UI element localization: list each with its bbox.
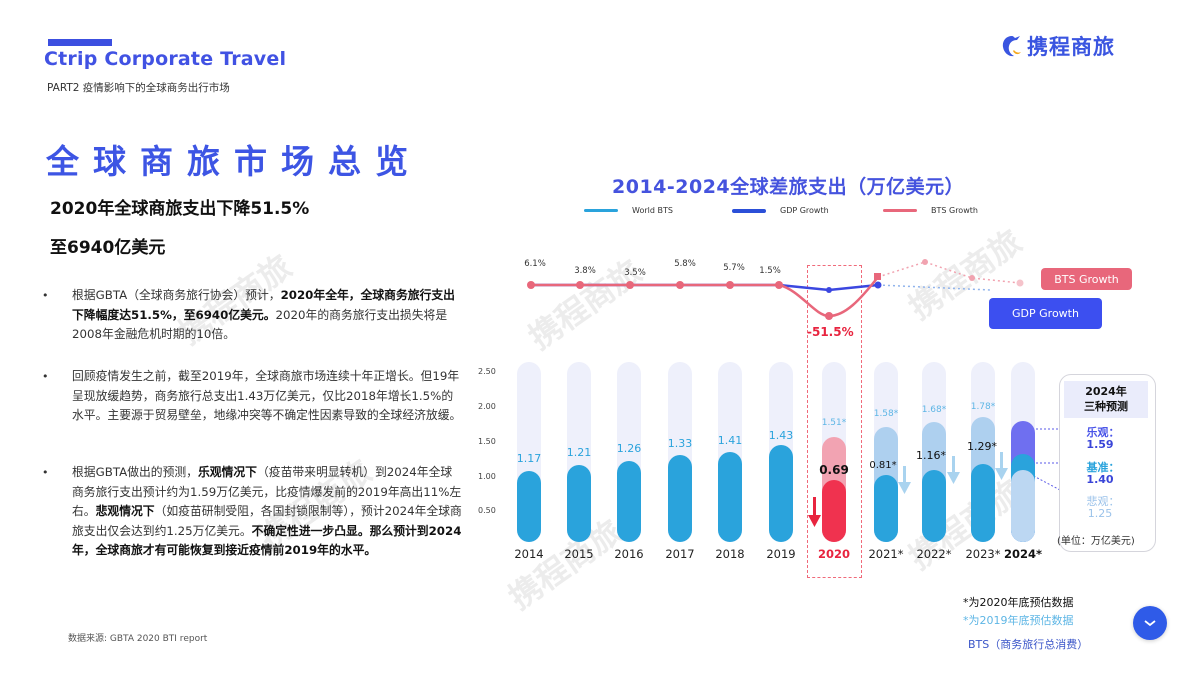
bar-value: 1.41 <box>717 434 743 447</box>
x-axis-label: 2018 <box>715 547 745 561</box>
dolphin-logo-icon <box>1000 33 1024 59</box>
page-title: 全球商旅市场总览 <box>46 142 422 181</box>
bts-growth-tag: BTS Growth <box>1041 268 1132 290</box>
legend-swatch-icon <box>883 209 917 212</box>
scenario-header-line2: 三种预测 <box>1084 400 1128 413</box>
bar-2018 <box>718 362 742 542</box>
bts-growth-label: 5.7% <box>723 263 745 273</box>
brand-title: Ctrip Corporate Travel <box>44 48 287 70</box>
bar-value-precovid: 1.78* <box>970 402 996 412</box>
bar-value: 1.16* <box>916 449 946 462</box>
x-axis-label: 2024* <box>1003 547 1043 561</box>
bts-growth-label: 1.5% <box>759 266 781 276</box>
bar-2024 <box>1011 362 1035 542</box>
bts-growth-label: 5.8% <box>674 259 696 269</box>
bar-value: 1.21 <box>566 446 592 459</box>
bar-2021 <box>874 362 898 542</box>
ctrip-logo: 携程商旅 <box>1000 31 1115 61</box>
bullet-item: • 根据GBTA做出的预测，乐观情况下（疫苗带来明显转机）到2024年全球商务旅… <box>42 463 462 561</box>
chart-title: 2014-2024全球差旅支出（万亿美元） <box>612 176 965 198</box>
x-axis-label: 2021* <box>868 547 904 561</box>
gdp-growth-tag: GDP Growth <box>989 298 1102 329</box>
y-axis-tick: 1.00 <box>478 472 496 481</box>
legend-label: GDP Growth <box>780 206 829 215</box>
bullet-dot: • <box>42 466 49 479</box>
bar-value: 0.81* <box>869 460 897 471</box>
unit-label: (单位：万亿美元) <box>1057 536 1135 547</box>
bullet-item: • 回顾疫情发生之前，截至2019年，全球商旅市场连续十年正增长。但19年呈现放… <box>42 367 462 426</box>
bar-2015 <box>567 362 591 542</box>
bts-growth-label: 6.1% <box>524 259 546 269</box>
bar-value: 1.17 <box>516 452 542 465</box>
pessimistic-value: 1.25 <box>1087 507 1113 520</box>
y-axis-tick: 2.50 <box>478 367 496 376</box>
y-axis-tick: 1.50 <box>478 437 496 446</box>
legend-label: BTS Growth <box>931 206 978 215</box>
bar-value: 1.33 <box>667 437 693 450</box>
bts-growth-2020-label: -51.5% <box>807 325 854 339</box>
y-axis-tick: 2.00 <box>478 402 496 411</box>
baseline-value: 1.40 <box>1086 473 1114 486</box>
bar-value-precovid: 1.51* <box>821 418 847 428</box>
optimistic-value: 1.59 <box>1086 438 1114 451</box>
bar-value: 1.26 <box>616 442 642 455</box>
x-axis-label: 2023* <box>965 547 1001 561</box>
bar-2020 <box>822 362 846 542</box>
bar-2014 <box>517 362 541 542</box>
x-axis-label: 2017 <box>665 547 695 561</box>
x-axis-label: 2019 <box>766 547 796 561</box>
note-2020-estimate: *为2020年底预估数据 <box>963 596 1074 609</box>
bar-2017 <box>668 362 692 542</box>
scroll-down-button[interactable] <box>1133 606 1167 640</box>
headline-line-2: 至6940亿美元 <box>50 238 166 258</box>
legend-bts-growth: BTS Growth <box>883 206 978 215</box>
brand-accent-bar <box>48 39 112 46</box>
legend-swatch-icon <box>584 209 618 212</box>
x-axis-label: 2014 <box>514 547 544 561</box>
x-axis-label: 2020 <box>817 547 850 561</box>
bullet-text: 根据GBTA（全球商务旅行协会）预计，2020年全年，全球商务旅行支出下降幅度达… <box>72 288 455 341</box>
bar-2019 <box>769 362 793 542</box>
optimistic-label: 乐观： <box>1086 426 1120 439</box>
bullet-dot: • <box>42 370 49 383</box>
bar-value: 1.29* <box>967 440 997 453</box>
logo-text: 携程商旅 <box>1027 35 1115 59</box>
bullet-dot: • <box>42 289 49 302</box>
bar-value: 1.43 <box>768 429 794 442</box>
bts-growth-label: 3.8% <box>574 266 596 276</box>
baseline-label: 基准： <box>1086 461 1120 474</box>
highlight-2020-box <box>807 265 862 578</box>
legend-gdp-growth: GDP Growth <box>732 206 829 215</box>
section-subtitle: PART2 疫情影响下的全球商务出行市场 <box>47 82 230 94</box>
bar-value: 0.69 <box>819 463 849 477</box>
legend-label: World BTS <box>632 206 673 215</box>
note-2019-estimate: *为2019年底预估数据 <box>963 614 1074 627</box>
bullet-text: 根据GBTA做出的预测，乐观情况下（疫苗带来明显转机）到2024年全球商务旅行支… <box>72 465 462 557</box>
note-bts-definition: BTS（商务旅行总消费） <box>968 638 1089 651</box>
legend-world-bts: World BTS <box>584 206 673 215</box>
bar-2016 <box>617 362 641 542</box>
bar-value-precovid: 1.68* <box>921 405 947 415</box>
x-axis-label: 2015 <box>564 547 594 561</box>
scenario-header-line1: 2024年 <box>1085 385 1127 398</box>
bts-growth-label: 3.5% <box>624 268 646 278</box>
chevron-down-icon <box>1144 620 1156 627</box>
y-axis-tick: 0.50 <box>478 506 496 515</box>
headline-line-1: 2020年全球商旅支出下降51.5% <box>50 199 310 219</box>
pessimistic-label: 悲观： <box>1086 495 1120 508</box>
x-axis-label: 2016 <box>614 547 644 561</box>
x-axis-label: 2022* <box>916 547 952 561</box>
bullet-text: 回顾疫情发生之前，截至2019年，全球商旅市场连续十年正增长。但19年呈现放缓趋… <box>72 369 462 422</box>
bar-value-precovid: 1.58* <box>873 409 899 419</box>
bullet-item: • 根据GBTA（全球商务旅行协会）预计，2020年全年，全球商务旅行支出下降幅… <box>42 286 462 345</box>
scenario-panel-header: 2024年 三种预测 <box>1064 381 1148 418</box>
bar-2023 <box>971 362 995 542</box>
data-source: 数据来源: GBTA 2020 BTI report <box>68 634 208 644</box>
bar-2022 <box>922 362 946 542</box>
legend-swatch-icon <box>732 208 766 213</box>
